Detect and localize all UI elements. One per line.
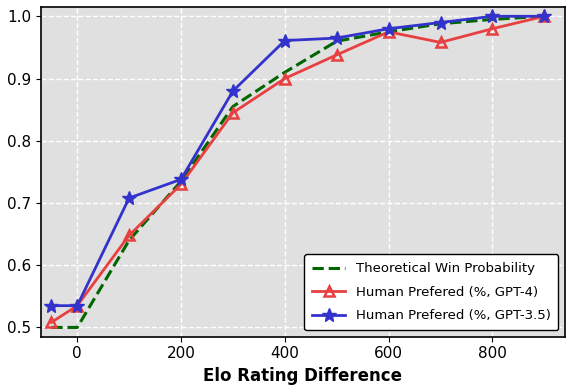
Line: Human Prefered (%, GPT-3.5): Human Prefered (%, GPT-3.5): [45, 9, 551, 312]
Human Prefered (%, GPT-4): [333, 53, 340, 57]
Human Prefered (%, GPT-4): [48, 320, 55, 325]
Human Prefered (%, GPT-4): [281, 76, 288, 81]
Theoretical Win Probability: [74, 325, 81, 330]
Theoretical Win Probability: [126, 238, 133, 243]
Human Prefered (%, GPT-3.5): [489, 14, 496, 19]
Human Prefered (%, GPT-4): [74, 303, 81, 308]
Human Prefered (%, GPT-3.5): [229, 89, 236, 93]
Theoretical Win Probability: [541, 14, 548, 19]
Theoretical Win Probability: [48, 325, 55, 330]
Human Prefered (%, GPT-4): [541, 14, 548, 19]
Human Prefered (%, GPT-3.5): [48, 303, 55, 308]
Theoretical Win Probability: [489, 17, 496, 22]
Legend: Theoretical Win Probability, Human Prefered (%, GPT-4), Human Prefered (%, GPT-3: Theoretical Win Probability, Human Prefe…: [304, 254, 558, 330]
Human Prefered (%, GPT-4): [229, 111, 236, 115]
Human Prefered (%, GPT-3.5): [126, 196, 133, 200]
Line: Theoretical Win Probability: Theoretical Win Probability: [51, 16, 545, 327]
Human Prefered (%, GPT-3.5): [74, 303, 81, 308]
Theoretical Win Probability: [437, 22, 444, 26]
Human Prefered (%, GPT-4): [385, 29, 392, 34]
Human Prefered (%, GPT-3.5): [437, 20, 444, 25]
Human Prefered (%, GPT-3.5): [281, 38, 288, 43]
Theoretical Win Probability: [385, 29, 392, 34]
X-axis label: Elo Rating Difference: Elo Rating Difference: [204, 367, 403, 385]
Human Prefered (%, GPT-3.5): [385, 26, 392, 31]
Human Prefered (%, GPT-4): [489, 26, 496, 31]
Human Prefered (%, GPT-4): [437, 40, 444, 45]
Line: Human Prefered (%, GPT-4): Human Prefered (%, GPT-4): [46, 11, 549, 327]
Human Prefered (%, GPT-3.5): [177, 177, 184, 181]
Human Prefered (%, GPT-3.5): [333, 36, 340, 40]
Human Prefered (%, GPT-4): [177, 182, 184, 187]
Theoretical Win Probability: [333, 39, 340, 44]
Theoretical Win Probability: [229, 104, 236, 109]
Human Prefered (%, GPT-3.5): [541, 14, 548, 19]
Human Prefered (%, GPT-4): [126, 233, 133, 238]
Theoretical Win Probability: [281, 70, 288, 74]
Theoretical Win Probability: [177, 179, 184, 183]
